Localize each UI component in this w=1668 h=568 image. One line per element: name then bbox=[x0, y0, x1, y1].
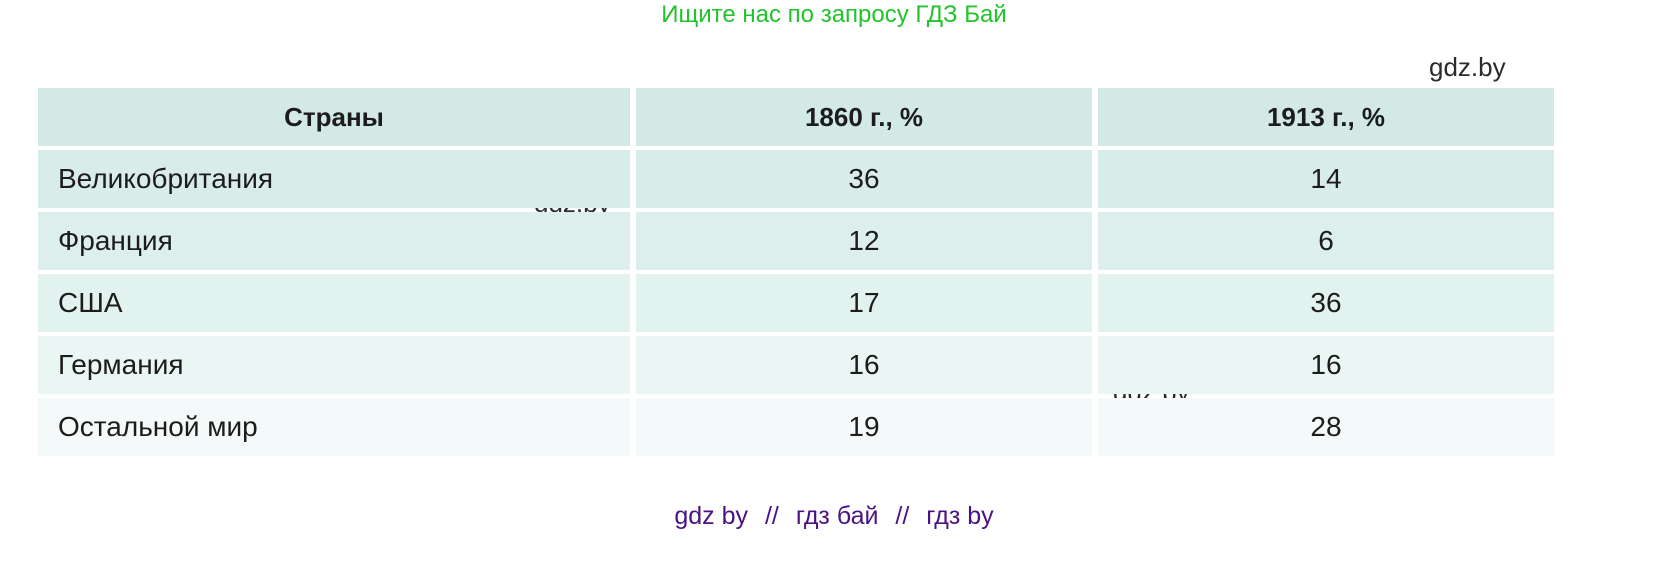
table-row: Германия 16 16 bbox=[38, 336, 1554, 394]
footer-separator: // bbox=[764, 502, 779, 530]
column-header-countries: Страны bbox=[38, 88, 630, 146]
watermark-top-right: gdz.by bbox=[1429, 52, 1506, 82]
cell-1860: 36 bbox=[636, 150, 1092, 208]
cell-country: Германия bbox=[38, 336, 630, 394]
cell-1913: 14 bbox=[1098, 150, 1554, 208]
cell-1860: 12 bbox=[636, 212, 1092, 270]
footer-separator: // bbox=[895, 502, 910, 530]
table-row: США 17 36 bbox=[38, 274, 1554, 332]
cell-1913: 36 bbox=[1098, 274, 1554, 332]
cell-1913: 28 bbox=[1098, 398, 1554, 456]
table-row: Остальной мир 19 28 bbox=[38, 398, 1554, 456]
cell-1913: 16 bbox=[1098, 336, 1554, 394]
footer-links: gdz by // гдз бай // гдз by bbox=[0, 500, 1668, 532]
table-header-row: Страны 1860 г., % 1913 г., % bbox=[38, 88, 1554, 146]
promo-banner: Ищите нас по запросу ГДЗ Бай bbox=[661, 1, 1007, 28]
cell-1913: 6 bbox=[1098, 212, 1554, 270]
column-header-1913: 1913 г., % bbox=[1098, 88, 1554, 146]
table-row: Великобритания 36 14 bbox=[38, 150, 1554, 208]
cell-country: Франция bbox=[38, 212, 630, 270]
cell-country: Остальной мир bbox=[38, 398, 630, 456]
footer-link-gdz-by[interactable]: gdz by bbox=[674, 502, 749, 530]
footer-link-gdz-bay[interactable]: гдз бай bbox=[795, 502, 879, 530]
industrial-output-table: Страны 1860 г., % 1913 г., % Великобрита… bbox=[32, 84, 1560, 460]
cell-country: Великобритания bbox=[38, 150, 630, 208]
column-header-1860: 1860 г., % bbox=[636, 88, 1092, 146]
cell-1860: 19 bbox=[636, 398, 1092, 456]
cell-1860: 17 bbox=[636, 274, 1092, 332]
cell-country: США bbox=[38, 274, 630, 332]
table-row: Франция 12 6 bbox=[38, 212, 1554, 270]
cell-1860: 16 bbox=[636, 336, 1092, 394]
footer-link-gdz-by-ru[interactable]: гдз by bbox=[926, 502, 994, 530]
